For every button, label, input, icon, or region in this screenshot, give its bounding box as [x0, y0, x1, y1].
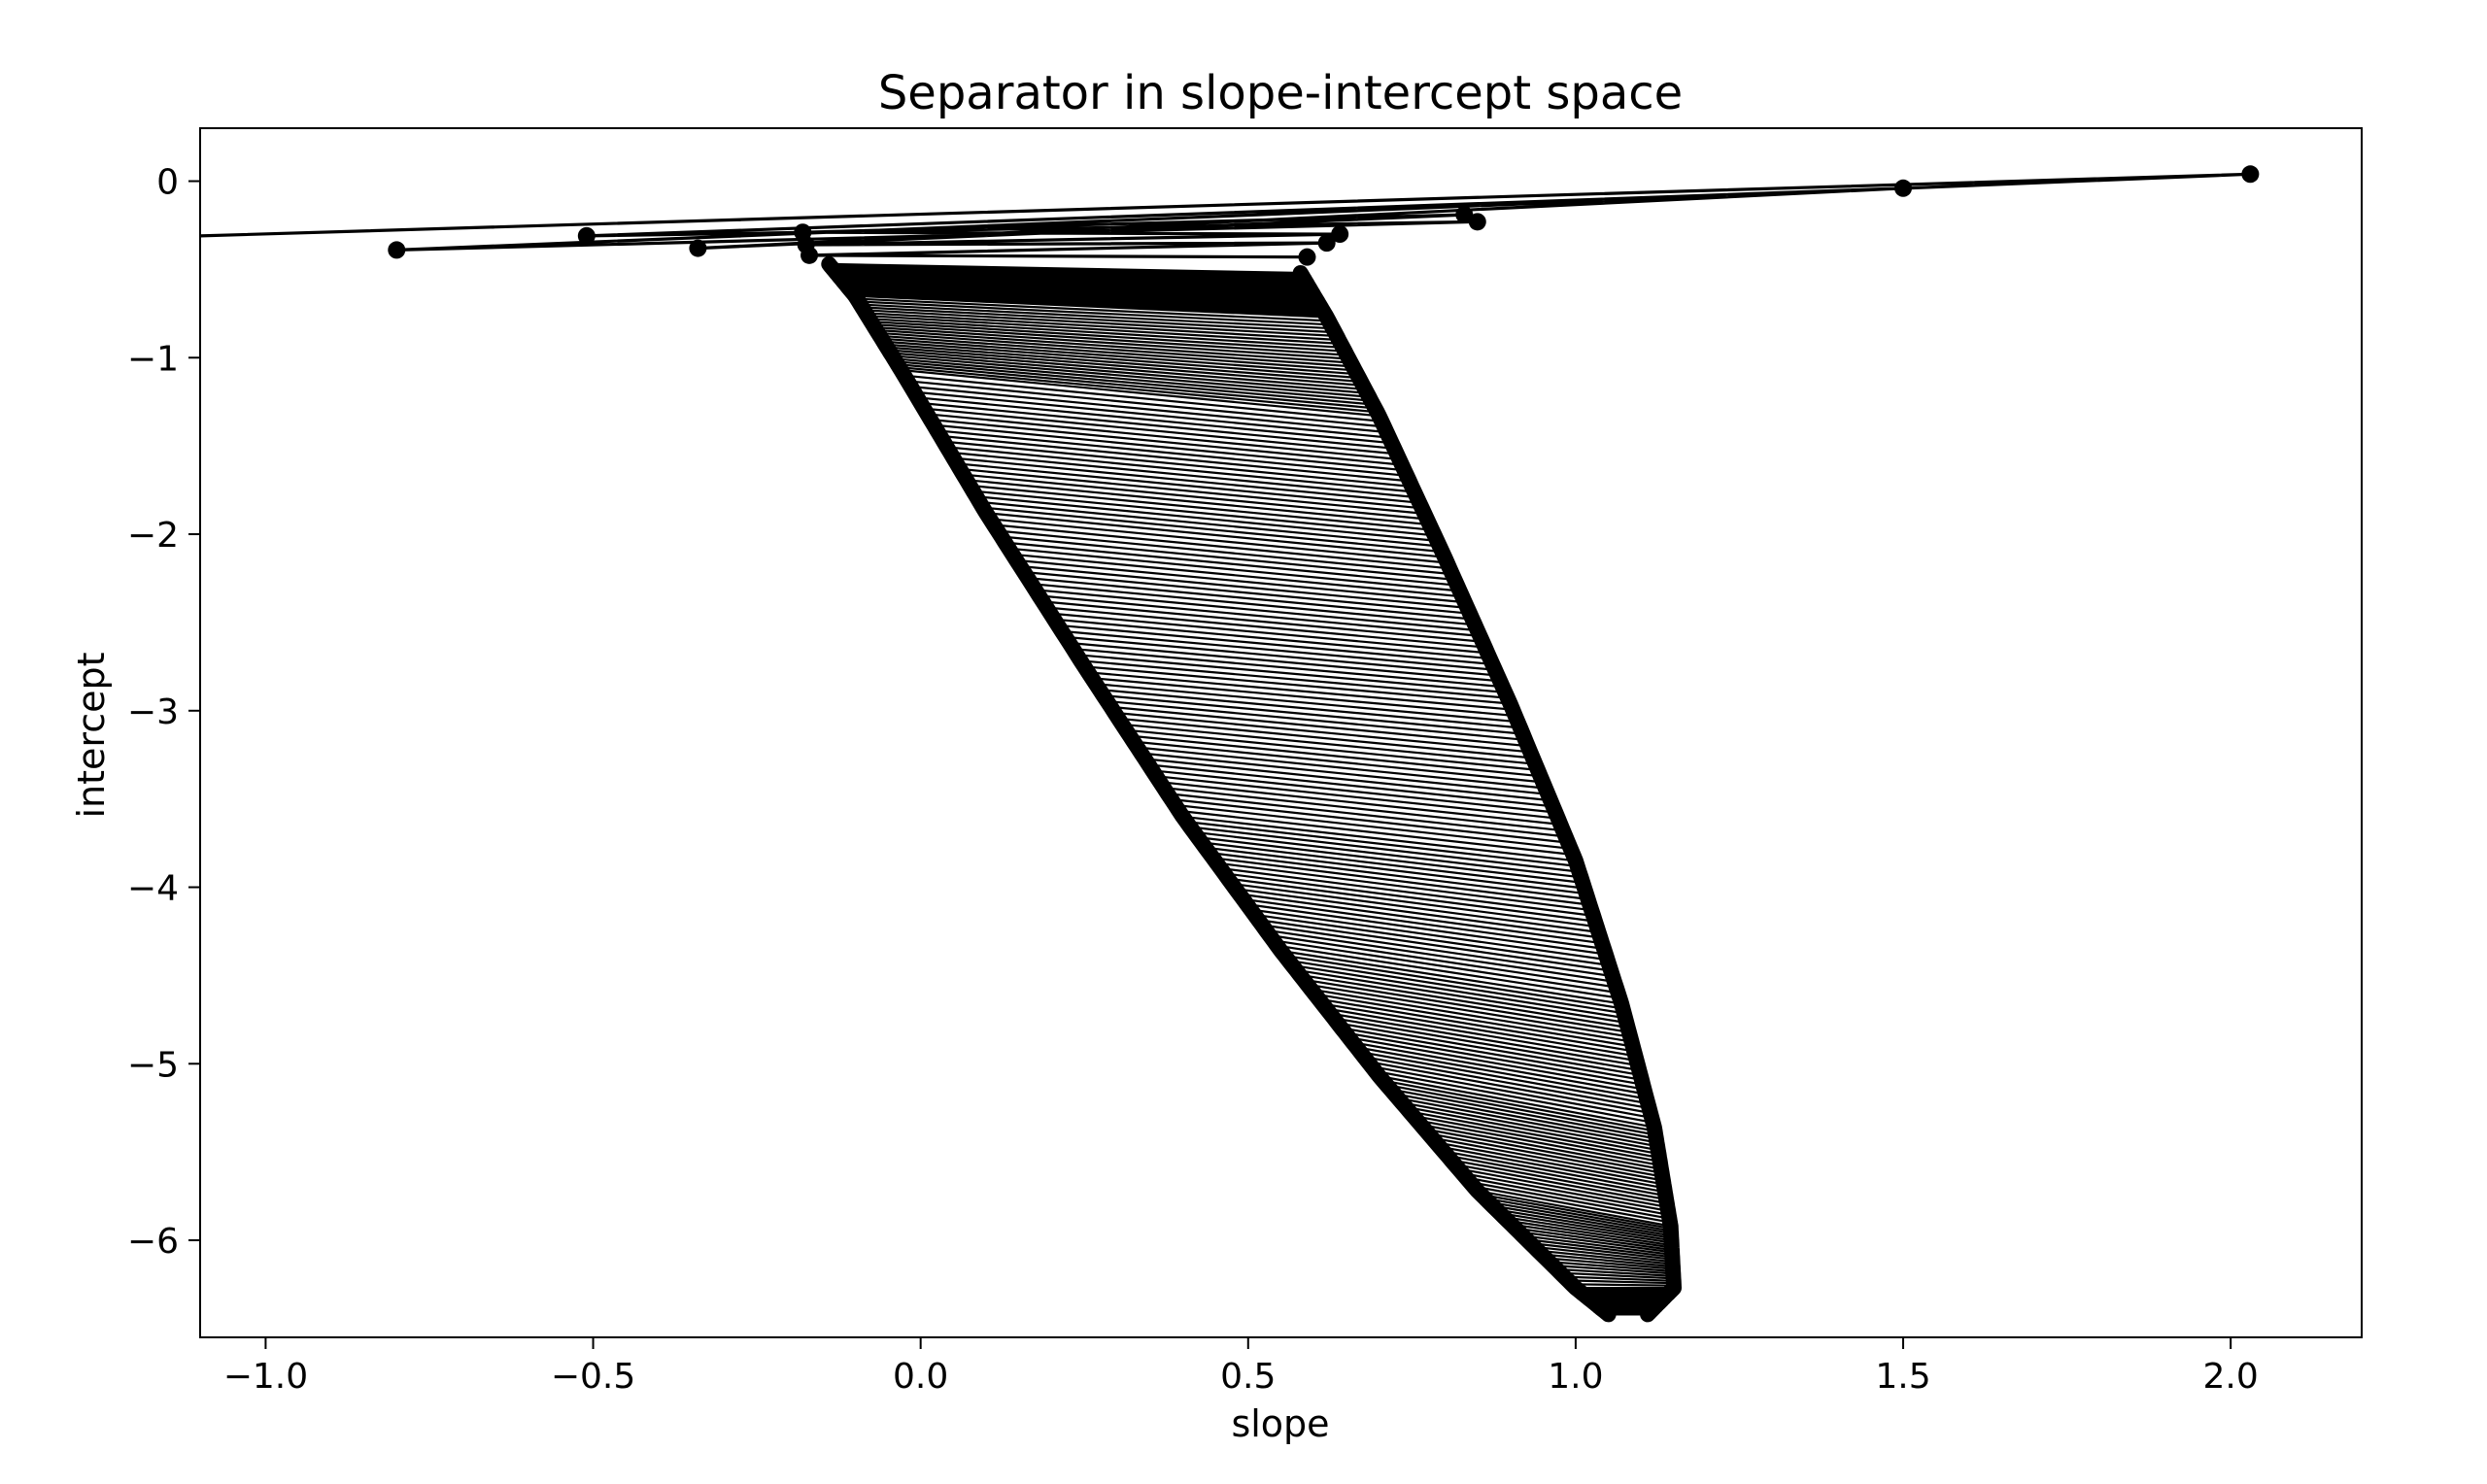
plot-marks [200, 165, 2260, 1323]
series-point [1468, 213, 1486, 231]
fan-left-edge-markers [821, 255, 1617, 1323]
fan-right-edge-markers [1292, 265, 1682, 1323]
x-tick-label: −0.5 [551, 1357, 635, 1397]
series-point [2241, 165, 2260, 184]
x-tick-label: −1.0 [223, 1357, 308, 1397]
x-tick-label: 2.0 [2203, 1357, 2259, 1397]
y-tick-label: −2 [127, 516, 179, 556]
series-point [689, 239, 707, 257]
plot-frame [199, 127, 2363, 1338]
series-point [388, 241, 406, 259]
series-line-0 [200, 172, 2251, 259]
series-point [801, 246, 819, 264]
y-tick-label: −5 [127, 1045, 179, 1085]
y-axis-ticks: 0 −1 −2 −3 −4 −5 −6 [127, 163, 200, 1262]
series-point [1317, 234, 1336, 253]
x-axis-label: slope [1231, 1402, 1329, 1445]
series-point [1894, 179, 1913, 197]
y-tick-label: −6 [127, 1222, 179, 1262]
x-tick-label: 0.0 [893, 1357, 948, 1397]
series-point [1455, 206, 1474, 224]
x-tick-label: 1.0 [1548, 1357, 1603, 1397]
y-tick-label: −4 [127, 869, 179, 909]
x-axis-ticks: −1.0 −0.5 0.0 0.5 1.0 1.5 2.0 [223, 1337, 2259, 1397]
fan-segments [829, 262, 1674, 1316]
x-tick-label: 1.5 [1875, 1357, 1930, 1397]
x-tick-label: 0.5 [1220, 1357, 1276, 1397]
series-point [1331, 225, 1349, 244]
y-tick-label: −1 [127, 339, 179, 379]
chart-title: Separator in slope-intercept space [878, 66, 1683, 120]
y-tick-label: −3 [127, 692, 179, 732]
y-axis-label: intercept [70, 653, 113, 819]
series-point [577, 226, 596, 245]
y-tick-label: 0 [156, 163, 179, 203]
series-point [1298, 248, 1316, 266]
